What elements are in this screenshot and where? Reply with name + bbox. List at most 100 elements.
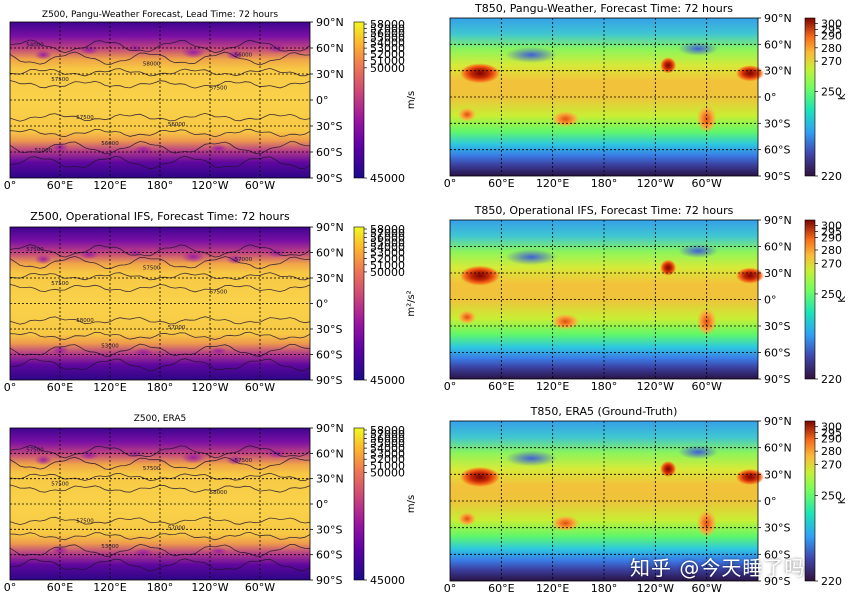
cold-region-asia: [505, 46, 558, 63]
colorbar-tick-label: 45000: [370, 172, 405, 185]
colorbar-tick-label: 58000: [370, 223, 405, 236]
colorbar-unit-label: m/s: [406, 495, 417, 513]
contour-line: [9, 531, 311, 541]
chart-panel-t850: T850, Operational IFS, Forecast Time: 72…: [444, 204, 848, 393]
contour-label: 57500: [76, 115, 94, 121]
y-tick-label: 60°S: [316, 549, 342, 562]
contour-label: 58000: [76, 318, 94, 324]
low-pressure-blob: [226, 49, 244, 60]
x-tick-label: 120°E: [536, 582, 569, 595]
x-tick-label: 120°E: [536, 380, 569, 393]
colorbar-tick-label: 52000: [370, 252, 405, 265]
colorbar-tick-label: 295: [821, 226, 842, 239]
colorbar-unit-label: K: [837, 93, 848, 100]
low-pressure-blob: [181, 46, 206, 59]
colorbar-tick-label: 51000: [370, 259, 405, 272]
x-tick-label: 0°: [444, 380, 457, 393]
y-tick-label: 90°S: [316, 574, 342, 587]
y-tick-label: 60°S: [764, 144, 790, 157]
colorbar-tick-label: 56000: [370, 27, 405, 40]
contour-label: 58000: [143, 61, 161, 67]
colorbar-tick-label: 280: [821, 244, 842, 257]
chart-title: T850, Pangu-Weather, Forecast Time: 72 h…: [474, 2, 733, 15]
y-tick-label: 90°N: [316, 221, 344, 234]
cold-region-canada: [678, 243, 719, 258]
hot-region-north-america: [660, 259, 677, 276]
colorbar-tick-label: 53000: [370, 447, 405, 460]
colorbar-tick-label: 57000: [370, 428, 405, 441]
hot-region-west: [736, 469, 764, 485]
contour-label: 51000: [35, 148, 53, 154]
colorbar-tick-label: 54000: [370, 37, 405, 50]
x-tick-label: 60°W: [245, 581, 275, 594]
contour-label: 57500: [210, 289, 228, 295]
low-pressure-blob: [133, 347, 154, 358]
warm-region-australia: [551, 110, 580, 127]
x-tick-label: 0°: [4, 581, 17, 594]
contour-label: 57500: [51, 77, 69, 83]
y-tick-label: 60°N: [316, 447, 344, 460]
chart-panel-t850: T850, ERA5 (Ground-Truth) 0° 60°E 120°E 180°…: [444, 405, 848, 595]
colorbar-tick-label: 58000: [370, 424, 405, 437]
cold-region-canada: [678, 41, 719, 56]
y-tick-label: 30°N: [316, 272, 344, 285]
low-pressure-blob: [209, 347, 228, 356]
warm-region-australia: [551, 313, 580, 330]
y-tick-label: 90°S: [764, 170, 790, 183]
colorbar-tick-label: 295: [821, 23, 842, 36]
chart-title: Z500, ERA5: [134, 414, 187, 424]
chart-panel-z500: Z500, Operational IFS, Forecast Time: 72…: [4, 210, 417, 394]
y-tick-label: 30°N: [764, 267, 792, 280]
y-tick-label: 90°S: [316, 374, 342, 387]
colorbar-tick-label: 270: [821, 257, 842, 270]
low-pressure-blob: [226, 455, 244, 466]
contour-label: 57500: [143, 266, 161, 272]
y-tick-label: 0°: [316, 94, 329, 107]
x-tick-label: 0°: [4, 179, 17, 192]
y-tick-label: 0°: [764, 91, 777, 104]
x-tick-label: 120°E: [536, 177, 569, 190]
hot-region-sahara: [459, 467, 500, 487]
y-tick-label: 30°N: [316, 473, 344, 486]
y-tick-label: 30°S: [764, 117, 790, 130]
y-tick-label: 30°S: [764, 320, 790, 333]
y-tick-label: 30°S: [764, 522, 790, 535]
x-tick-label: 120°W: [191, 381, 228, 394]
low-pressure-blob: [79, 44, 100, 55]
chart-title: Z500, Operational IFS, Forecast Time: 72…: [30, 210, 290, 223]
colorbar-tick-label: 54000: [370, 241, 405, 254]
colorbar-tick-label: 270: [821, 55, 842, 68]
low-pressure-blob: [79, 249, 100, 260]
contour-label: 57000: [168, 525, 186, 531]
y-tick-label: 60°S: [764, 347, 790, 360]
contour-label: 57000: [235, 257, 253, 263]
colorbar: [353, 226, 365, 381]
colorbar-tick-label: 50000: [370, 62, 405, 75]
colorbar-tick-label: 55000: [370, 437, 405, 450]
x-tick-label: 120°W: [637, 177, 674, 190]
colorbar-tick-label: 270: [821, 459, 842, 472]
colorbar-tick-label: 295: [821, 427, 842, 440]
x-tick-label: 120°W: [637, 380, 674, 393]
colorbar-unit-label: K: [837, 497, 848, 504]
low-pressure-blob: [34, 455, 53, 466]
x-tick-label: 120°E: [93, 381, 126, 394]
colorbar-tick-label: 55000: [370, 32, 405, 45]
colorbar-tick-label: 55000: [370, 236, 405, 249]
colorbar-tick-label: 45000: [370, 574, 405, 587]
colorbar-unit-label: m/s: [406, 91, 417, 109]
x-tick-label: 60°E: [488, 177, 514, 190]
colorbar-tick-label: 250: [821, 288, 842, 301]
x-tick-label: 60°W: [245, 179, 275, 192]
low-pressure-blob: [226, 254, 244, 265]
contour-label: 57500: [51, 281, 69, 287]
x-tick-label: 180°: [591, 177, 618, 190]
low-pressure-blob: [79, 450, 100, 461]
contour-label: 58000: [210, 490, 228, 496]
colorbar-unit-label: K: [837, 296, 848, 303]
warm-region-africa: [458, 310, 477, 325]
y-tick-label: 60°N: [316, 247, 344, 260]
y-tick-label: 30°N: [764, 65, 792, 78]
colorbar-unit-label: m²/s²: [406, 290, 417, 316]
colorbar-tick-label: 56000: [370, 433, 405, 446]
